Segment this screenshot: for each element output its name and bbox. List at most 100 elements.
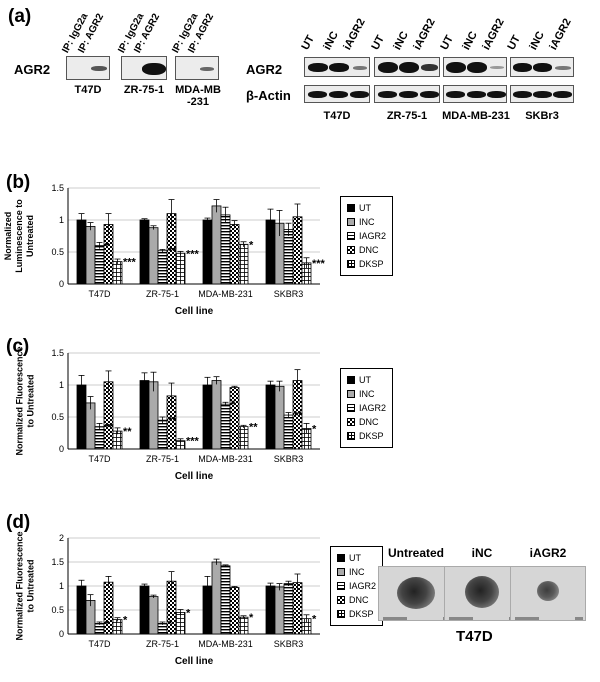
y-axis-label-line: Luminescence to — [14, 199, 24, 273]
legend-item-ut: UT — [347, 201, 386, 215]
ip-cell-label-t47d: T47D — [74, 84, 102, 96]
blot-protein-agr2: AGR2 — [246, 62, 283, 77]
kd-lane-label-2-0: UT — [438, 33, 456, 52]
significance-marker: * — [249, 612, 254, 624]
kd-blot-agr2-zr — [374, 57, 440, 77]
significance-marker: *** — [123, 257, 137, 269]
ip-cell-label-mda: MDA-MB -231 — [175, 84, 221, 108]
kd-lane-label-1-2: iAGR2 — [411, 16, 438, 52]
kd-blot-agr2-skbr3 — [510, 57, 574, 77]
bar-dksp-2 — [238, 616, 249, 635]
y-tick-label: 1 — [59, 581, 64, 591]
kd-lane-label-1-1: iNC — [391, 29, 411, 52]
kd-lane-label-0-0: UT — [299, 33, 317, 52]
significance-marker: * — [312, 424, 317, 436]
legend-label: DNC — [349, 595, 369, 605]
bar-chart-d: 0 0.5 1 1.5 2 T47D ZR-75-1 MDA-MB-231 SKBR3 * * * * *… — [15, 531, 320, 667]
legend-label: INC — [359, 217, 375, 227]
kd-lane-label-3-1: iNC — [527, 29, 547, 52]
bar-iagr2-3 — [283, 583, 294, 635]
legend-item-dksp: DKSP — [337, 607, 376, 621]
legend-swatch — [337, 610, 345, 618]
kd-blot-actin-t47d — [304, 85, 370, 103]
bar-inc-3 — [274, 385, 285, 450]
x-tick-label: MDA-MB-231 — [198, 454, 253, 464]
kd-lane-label-1-0: UT — [369, 33, 387, 52]
legend-swatch — [337, 596, 345, 604]
spheroid-image-inc — [444, 566, 520, 621]
legend-swatch — [347, 390, 355, 398]
y-axis-label: Normalized Fluorescenceto Untreated — [15, 346, 36, 455]
kd-lane-label-3-2: iAGR2 — [547, 16, 574, 52]
y-axis-label-line: to Untreated — [26, 559, 36, 612]
kd-blot-actin-zr — [374, 85, 440, 103]
significance-marker: * — [168, 618, 173, 630]
significance-marker: * — [312, 614, 317, 626]
kd-blot-actin-mda — [443, 85, 507, 103]
bar-ut-0 — [76, 219, 87, 285]
legend-item-dnc: DNC — [347, 415, 386, 429]
bar-dnc-2 — [229, 224, 240, 285]
legend-label: UT — [359, 375, 371, 385]
svg-text:NormalizedLuminescence toUntre: NormalizedLuminescence toUntreated — [3, 199, 35, 273]
y-tick-label: 1 — [59, 215, 64, 225]
legend-label: IAGR2 — [359, 403, 387, 413]
bar-dksp-1 — [175, 612, 186, 635]
kd-cell-label-mda: MDA-MB-231 — [442, 110, 510, 122]
significance-marker: ** — [105, 422, 114, 434]
bar-dksp-1 — [175, 252, 186, 285]
y-axis-label-line: Normalized — [3, 212, 13, 261]
x-tick-label: SKBR3 — [274, 289, 304, 299]
bar-ut-1 — [139, 585, 150, 635]
x-tick-label: T47D — [88, 289, 111, 299]
legend-label: IAGR2 — [349, 581, 377, 591]
spheroid-label-untreated: Untreated — [387, 546, 444, 560]
bar-iagr2-0 — [94, 245, 105, 285]
y-tick-label: 0.5 — [51, 605, 64, 615]
bar-iagr2-1 — [157, 250, 168, 285]
significance-marker: *** — [186, 436, 200, 448]
significance-marker: *** — [186, 248, 200, 260]
legend-label: DKSP — [359, 259, 384, 269]
kd-cell-label-t47d: T47D — [323, 110, 351, 122]
y-tick-label: 2 — [59, 533, 64, 543]
y-axis-label: Normalized Fluorescenceto Untreated — [15, 531, 36, 640]
bar-dnc-2 — [229, 387, 240, 450]
kd-lane-label-3-0: UT — [505, 33, 523, 52]
legend-swatch — [347, 418, 355, 426]
kd-blot-actin-skbr3 — [510, 85, 574, 103]
bar-inc-2 — [211, 380, 222, 450]
legend-swatch — [347, 260, 355, 268]
legend-swatch — [347, 246, 355, 254]
legend-label: UT — [359, 203, 371, 213]
x-axis-label: Cell line — [175, 471, 214, 482]
legend-item-dnc: DNC — [337, 593, 376, 607]
bar-ut-1 — [139, 219, 150, 285]
bar-ut-0 — [76, 384, 87, 450]
legend-label: IAGR2 — [359, 231, 387, 241]
legend-c: UT INC IAGR2 DNC DKSP — [340, 368, 394, 448]
bar-inc-2 — [211, 205, 222, 285]
kd-lane-label-0-2: iAGR2 — [341, 16, 368, 52]
x-tick-label: SKBR3 — [274, 639, 304, 649]
legend-label: DNC — [359, 417, 379, 427]
bar-dksp-0 — [112, 619, 123, 635]
bar-ut-3 — [265, 585, 276, 635]
legend-item-inc: INC — [347, 387, 386, 401]
y-axis-label-line: to Untreated — [26, 374, 36, 427]
bar-iagr2-0 — [94, 426, 105, 450]
x-axis-label: Cell line — [175, 306, 214, 317]
spheroid-label-inc: iNC — [471, 546, 493, 560]
significance-marker: ** — [168, 415, 177, 427]
bar-inc-2 — [211, 561, 222, 635]
x-tick-label: T47D — [88, 454, 111, 464]
bar-dksp-2 — [238, 243, 249, 285]
bar-inc-1 — [148, 596, 159, 635]
kd-cell-label-skbr3: SKBr3 — [525, 110, 559, 122]
y-axis-label-line: Untreated — [25, 215, 35, 257]
bar-iagr2-0 — [94, 623, 105, 635]
legend-item-dksp: DKSP — [347, 429, 386, 443]
legend-label: DKSP — [349, 609, 374, 619]
